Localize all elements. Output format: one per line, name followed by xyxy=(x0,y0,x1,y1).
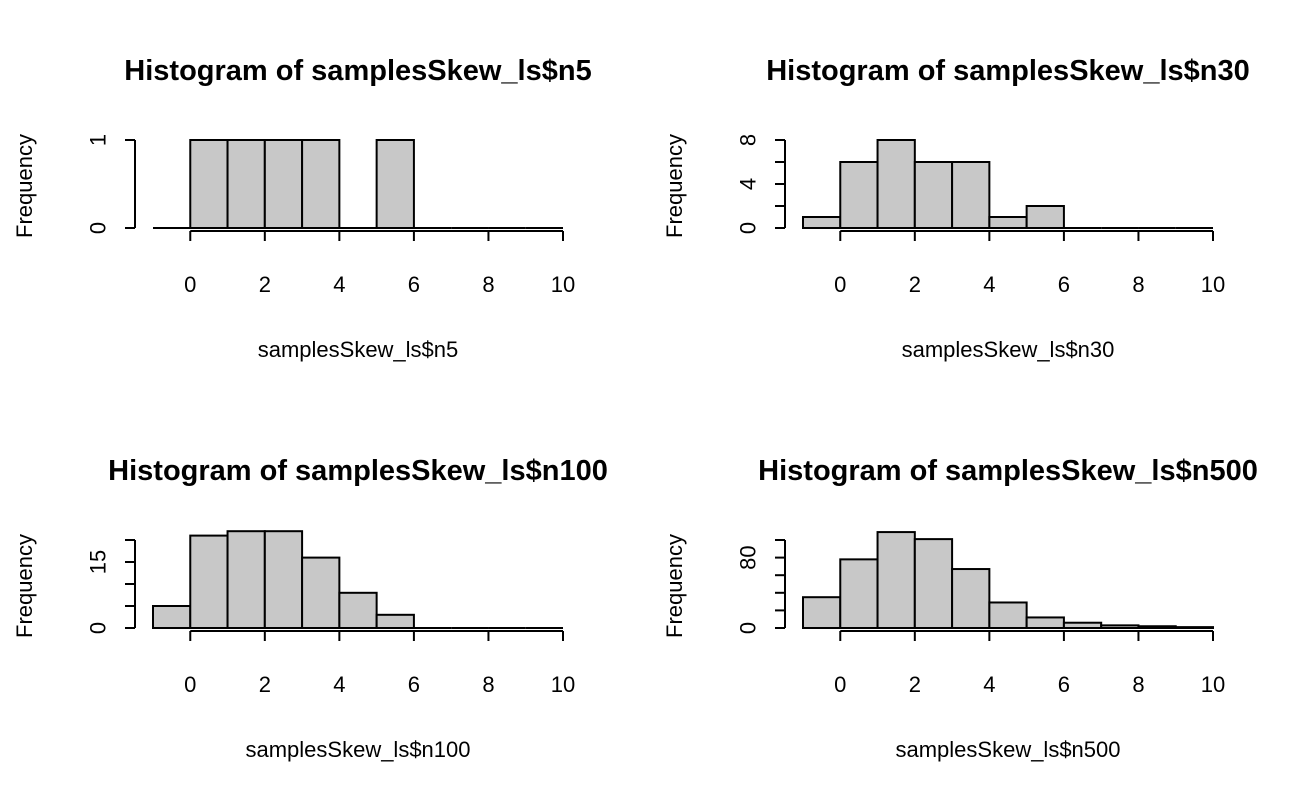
x-axis-label: samplesSkew_ls$n500 xyxy=(895,737,1120,762)
histogram-bar xyxy=(1062,621,1103,630)
histogram-panel-1: Histogram of samplesSkew_ls$n5 0 2 4 6 8 10 0 1 s… xyxy=(12,55,592,362)
x-axis-label: samplesSkew_ls$n30 xyxy=(902,337,1115,362)
histogram-panel-3: Histogram of samplesSkew_ls$n100 0 2 4 6 8 10 0… xyxy=(12,455,608,762)
x-tick-label: 8 xyxy=(1132,672,1144,697)
x-tick-label: 0 xyxy=(184,272,196,297)
x-tick-label: 0 xyxy=(834,672,846,697)
x-tick-label: 6 xyxy=(408,272,420,297)
x-tick-label: 10 xyxy=(1201,672,1225,697)
histogram-bar xyxy=(338,591,378,630)
x-tick-label: 4 xyxy=(983,272,995,297)
x-tick-label: 4 xyxy=(983,672,995,697)
x-tick-label: 2 xyxy=(909,272,921,297)
histogram-bar xyxy=(988,601,1028,629)
y-tick-label: 0 xyxy=(736,622,761,634)
chart-title: Histogram of samplesSkew_ls$n500 xyxy=(758,455,1258,487)
x-tick-label: 10 xyxy=(551,672,575,697)
x-tick-label: 2 xyxy=(259,272,271,297)
histogram-bar xyxy=(263,139,304,229)
histogram-bar xyxy=(189,534,229,630)
histogram-bar xyxy=(189,139,229,229)
x-tick-label: 8 xyxy=(482,672,494,697)
histogram-bar xyxy=(375,139,415,229)
y-axis-label: Frequency xyxy=(12,134,37,238)
x-tick-label: 0 xyxy=(834,272,846,297)
x-tick-label: 6 xyxy=(1058,272,1070,297)
histogram-bar xyxy=(951,161,991,229)
y-axis-label: Frequency xyxy=(662,134,687,238)
histogram-bar xyxy=(226,139,266,229)
histogram-bar xyxy=(876,531,916,629)
histogram-bar xyxy=(802,596,842,629)
histogram-bar xyxy=(913,538,954,629)
histogram-bar xyxy=(263,530,304,629)
x-tick-label: 4 xyxy=(333,272,345,297)
histogram-bar xyxy=(152,605,192,629)
x-tick-label: 8 xyxy=(482,272,494,297)
x-tick-label: 10 xyxy=(1201,272,1225,297)
histogram-bar xyxy=(988,216,1028,229)
histogram-panel-2: Histogram of samplesSkew_ls$n30 0 2 4 6 8 10 0 4… xyxy=(662,55,1250,362)
x-tick-label: 6 xyxy=(1058,672,1070,697)
x-tick-label: 2 xyxy=(909,672,921,697)
x-tick-label: 0 xyxy=(184,672,196,697)
histogram-bar xyxy=(1100,624,1140,630)
y-tick-label: 15 xyxy=(86,550,111,574)
y-tick-label: 0 xyxy=(736,222,761,234)
y-tick-label: 4 xyxy=(736,178,761,190)
histogram-bar xyxy=(1174,626,1215,629)
y-axis-label: Frequency xyxy=(12,534,37,638)
chart-title: Histogram of samplesSkew_ls$n100 xyxy=(108,455,608,487)
y-tick-label: 0 xyxy=(86,222,111,234)
x-axis-label: samplesSkew_ls$n5 xyxy=(258,337,459,362)
y-tick-label: 80 xyxy=(736,545,761,569)
y-tick-label: 8 xyxy=(736,134,761,146)
histogram-bar xyxy=(226,530,266,629)
chart-title: Histogram of samplesSkew_ls$n30 xyxy=(766,55,1250,87)
histogram-bar xyxy=(876,139,916,229)
x-tick-label: 4 xyxy=(333,672,345,697)
x-tick-label: 2 xyxy=(259,672,271,697)
x-tick-label: 6 xyxy=(408,672,420,697)
histogram-bar xyxy=(951,568,991,629)
y-tick-label: 0 xyxy=(86,622,111,634)
histogram-bar xyxy=(839,161,879,229)
histogram-bar xyxy=(913,161,954,229)
histogram-bar xyxy=(839,558,879,629)
histogram-panel-4: Histogram of samplesSkew_ls$n500 0 2 4 6 8 10 0… xyxy=(662,455,1258,762)
histogram-bar xyxy=(375,613,415,630)
histogram-bar xyxy=(301,556,341,630)
x-tick-label: 8 xyxy=(1132,272,1144,297)
y-tick-label: 1 xyxy=(86,134,111,146)
x-tick-label: 10 xyxy=(551,272,575,297)
histogram-bar xyxy=(802,216,842,229)
histogram-bar xyxy=(1025,616,1065,630)
histogram-bar xyxy=(1137,625,1177,630)
y-axis-label: Frequency xyxy=(662,534,687,638)
chart-title: Histogram of samplesSkew_ls$n5 xyxy=(124,55,591,87)
histogram-bar xyxy=(1025,205,1065,229)
x-axis-label: samplesSkew_ls$n100 xyxy=(245,737,470,762)
histogram-bar xyxy=(301,139,341,229)
